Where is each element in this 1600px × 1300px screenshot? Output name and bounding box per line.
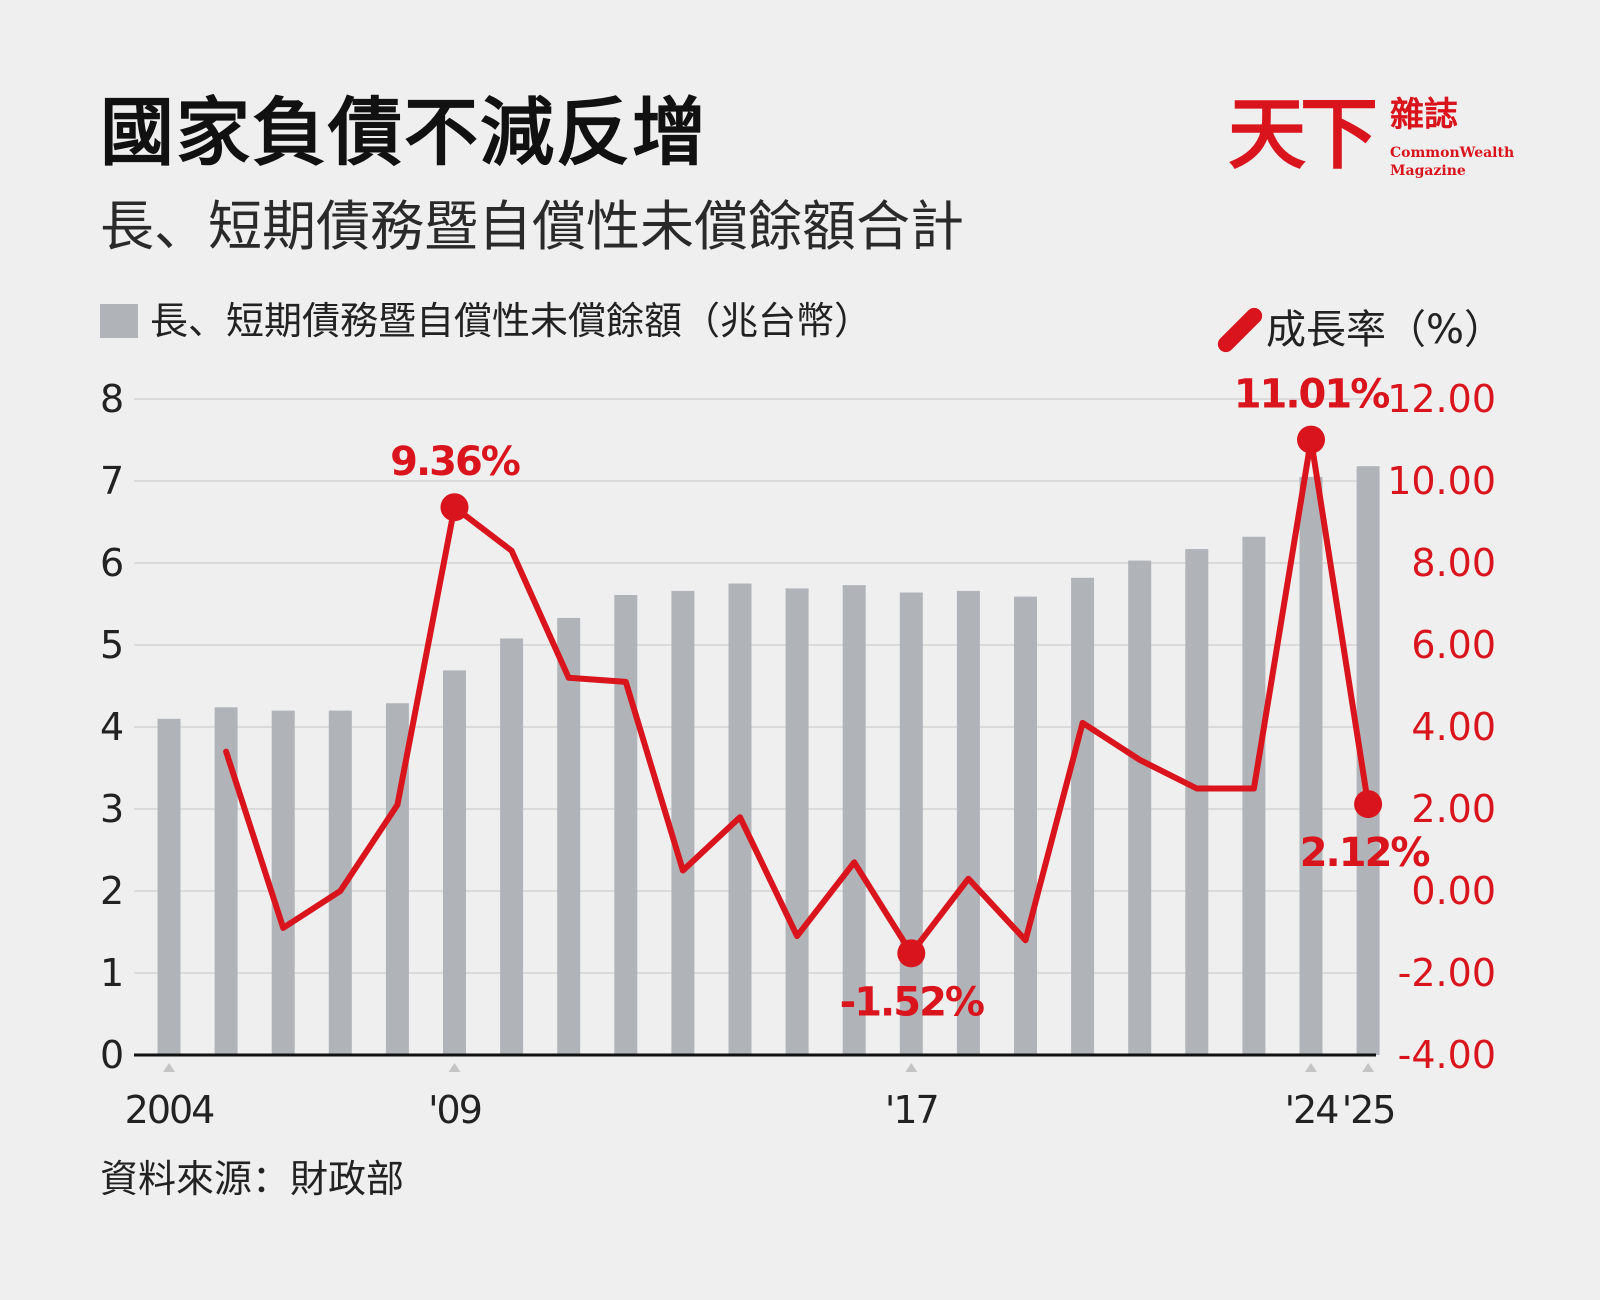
- right-tick-label: 4.00: [1411, 705, 1496, 749]
- growth-marker: [1354, 790, 1383, 819]
- x-tick-label: '24: [1285, 1088, 1339, 1132]
- bar: [214, 707, 238, 1055]
- bar: [1014, 596, 1037, 1055]
- logo-sub: 雜誌: [1390, 95, 1458, 135]
- x-tick-marker: [1305, 1063, 1317, 1072]
- page-title: 國家負債不減反增: [100, 90, 708, 176]
- growth-data-label: 9.36%: [390, 439, 520, 485]
- legend-bar-label: 長、短期債務暨自償性未償餘額（兆台幣）: [150, 299, 873, 343]
- growth-line: [223, 436, 1372, 957]
- legend-line: 成長率（%）: [1214, 302, 1505, 358]
- bar: [1128, 560, 1152, 1055]
- bar: [271, 710, 295, 1055]
- bar: [785, 588, 809, 1055]
- x-tick-label: '25: [1342, 1088, 1395, 1132]
- source-note: 資料來源：財政部: [100, 1157, 405, 1201]
- right-tick-label: 10.00: [1387, 459, 1496, 503]
- growth-marker: [440, 493, 469, 522]
- bar: [443, 670, 466, 1055]
- commonwealth-logo: 天下 雜誌 CommonWealth Magazine: [1228, 96, 1528, 196]
- growth-marker: [897, 939, 926, 968]
- bar: [557, 617, 581, 1055]
- x-tick-label: 2004: [125, 1088, 215, 1132]
- bar-series: [157, 466, 1380, 1055]
- growth-data-label: 11.01%: [1234, 372, 1390, 418]
- bar: [385, 703, 409, 1055]
- left-tick-label: 8: [100, 377, 124, 421]
- bar: [1299, 476, 1323, 1055]
- x-tick-label: '17: [885, 1088, 938, 1132]
- bar: [956, 590, 980, 1055]
- x-tick-marker: [1362, 1063, 1375, 1072]
- legend-line-label: 成長率（%）: [1266, 307, 1505, 353]
- right-tick-label: -4.00: [1398, 1033, 1496, 1077]
- bar: [614, 594, 638, 1055]
- left-tick-label: 1: [100, 951, 124, 995]
- bar: [500, 638, 524, 1055]
- bar: [1071, 577, 1095, 1055]
- growth-line-series: [223, 425, 1383, 968]
- right-tick-label: 8.00: [1411, 541, 1496, 585]
- logo-english-1: CommonWealth: [1390, 145, 1515, 161]
- right-tick-label: 2.00: [1411, 787, 1496, 831]
- left-tick-label: 0: [100, 1033, 124, 1077]
- legend-bar-swatch: [100, 304, 138, 338]
- x-tick-marker: [163, 1063, 175, 1072]
- bar: [1356, 466, 1380, 1055]
- x-tick-marker: [905, 1063, 918, 1072]
- legend-bars: 長、短期債務暨自償性未償餘額（兆台幣）: [100, 302, 872, 340]
- axes: 0 1 2 3 4 5 6 7 8 -4.00 -2.00 0.00 2.00 4.00 6.00 8.00 1…: [100, 377, 1496, 1132]
- growth-data-label: 2.12%: [1300, 830, 1430, 876]
- bar: [1242, 536, 1266, 1055]
- x-tick-marker: [448, 1063, 461, 1072]
- page-subtitle: 長、短期債務暨自償性未償餘額合計: [100, 195, 964, 258]
- left-tick-label: 4: [100, 705, 124, 749]
- bar: [328, 710, 352, 1055]
- right-tick-label: 12.00: [1387, 377, 1496, 421]
- logo-mark: 天下: [1228, 89, 1378, 180]
- right-tick-label: 0.00: [1411, 869, 1496, 913]
- left-tick-label: 5: [100, 623, 124, 667]
- left-tick-label: 2: [100, 869, 124, 913]
- bar: [671, 590, 695, 1055]
- growth-marker: [1297, 425, 1325, 454]
- logo-english-2: Magazine: [1390, 163, 1466, 179]
- bar: [1185, 549, 1209, 1055]
- right-tick-label: -2.00: [1398, 951, 1496, 995]
- bar: [157, 718, 181, 1055]
- bar: [842, 585, 866, 1055]
- right-tick-label: 6.00: [1411, 623, 1496, 667]
- left-tick-label: 3: [100, 787, 124, 831]
- left-tick-label: 6: [100, 541, 124, 585]
- growth-data-label: -1.52%: [840, 979, 984, 1025]
- x-tick-label: '09: [428, 1088, 481, 1132]
- left-tick-label: 7: [100, 459, 124, 503]
- data-labels: 9.36% -1.52% 11.01% 2.12%: [390, 372, 1431, 1026]
